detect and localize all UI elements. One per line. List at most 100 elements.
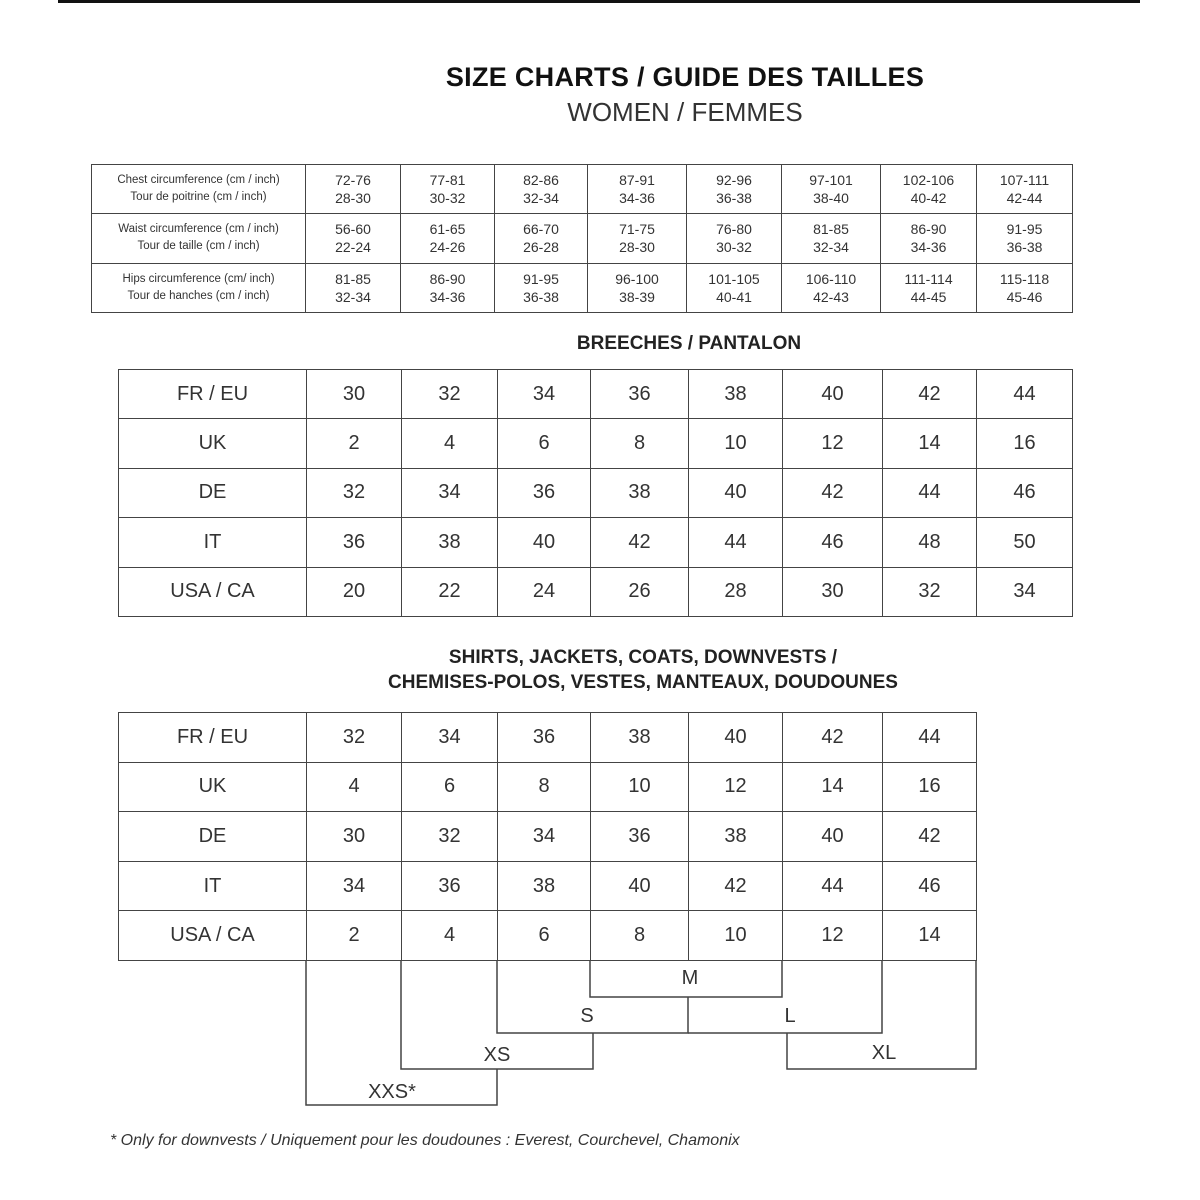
inch-range: 26-28 (523, 239, 559, 256)
measurement-cell: 102-106 40-42 (880, 163, 977, 215)
size-row: IT 34 36 38 40 42 44 46 (118, 860, 977, 912)
inch-range: 36-38 (523, 288, 559, 305)
inch-range: 22-24 (335, 239, 371, 256)
top-rule (58, 0, 1140, 3)
measurement-cell: 97-101 38-40 (781, 163, 881, 215)
bracket-m (589, 961, 783, 998)
size-cell: 48 (882, 517, 977, 568)
measurement-cell: 76-80 30-32 (686, 213, 782, 264)
size-cell: 38 (590, 712, 689, 763)
size-row: UK 2 4 6 8 10 12 14 16 (118, 418, 1073, 469)
size-cell: 42 (782, 467, 883, 519)
cm-range: 76-80 (716, 221, 752, 238)
size-cell: 32 (882, 566, 977, 618)
region-label: USA / CA (118, 910, 307, 961)
size-cell: 46 (782, 517, 883, 568)
label-en: Hips circumference (cm/ inch) (122, 272, 275, 285)
size-cell: 12 (782, 910, 883, 961)
size-row: IT 36 38 40 42 44 46 48 50 (118, 517, 1073, 568)
measurement-row: Chest circumference (cm / inch) Tour de p… (91, 163, 1073, 215)
cm-range: 91-95 (1006, 221, 1043, 238)
size-row: USA / CA 20 22 24 26 28 30 32 34 (118, 566, 1073, 618)
measurement-label: Waist circumference (cm / inch) Tour de t… (91, 213, 306, 264)
bracket-l (688, 961, 883, 1034)
size-cell: 36 (497, 467, 591, 519)
inch-range: 40-41 (716, 288, 752, 305)
size-row: DE 30 32 34 36 38 40 42 (118, 811, 977, 862)
region-label: FR / EU (118, 368, 307, 420)
measurement-cell: 66-70 26-28 (494, 213, 588, 264)
cm-range: 102-106 (902, 172, 955, 189)
cm-range: 77-81 (429, 172, 466, 189)
breeches-table: FR / EU 30 32 34 36 38 40 42 44 UK 2 4 6 8 10 12 14 16 DE 3… (118, 368, 1073, 618)
size-cell: 12 (688, 761, 783, 813)
cm-range: 97-101 (809, 172, 853, 189)
bracket-xl (786, 961, 977, 1070)
size-cell: 42 (882, 811, 977, 862)
size-cell: 40 (688, 712, 783, 763)
inch-range: 36-38 (716, 190, 752, 207)
size-cell: 42 (590, 517, 689, 568)
measurement-label: Chest circumference (cm / inch) Tour de p… (91, 163, 306, 215)
inch-range: 30-32 (429, 190, 466, 207)
cm-range: 86-90 (429, 270, 466, 287)
bracket-xxs (305, 961, 498, 1106)
size-cell: 42 (882, 368, 977, 420)
size-m: M (682, 967, 699, 989)
inch-range: 24-26 (429, 239, 466, 256)
cm-range: 115-118 (999, 270, 1050, 287)
size-cell: 32 (306, 712, 402, 763)
breeches-heading: BREECHES / PANTALON (576, 333, 802, 354)
size-cell: 30 (306, 811, 402, 862)
size-cell: 40 (688, 467, 783, 519)
cm-range: 71-75 (619, 221, 655, 238)
inch-range: 34-36 (910, 239, 947, 256)
measurement-cell: 111-114 44-45 (880, 262, 977, 314)
size-cell: 40 (782, 368, 883, 420)
inch-range: 32-34 (813, 239, 849, 256)
shirts-heading-line2: CHEMISES-POLOS, VESTES, MANTEAUX, DOUDOU… (388, 672, 898, 693)
size-row: USA / CA 2 4 6 8 10 12 14 (118, 910, 977, 961)
label-fr: Tour de taille (cm / inch) (137, 240, 260, 253)
size-cell: 34 (401, 712, 498, 763)
cm-range: 91-95 (523, 270, 559, 287)
cm-range: 92-96 (716, 172, 752, 189)
size-cell: 44 (882, 712, 977, 763)
inch-range: 38-39 (619, 288, 655, 305)
size-cell: 10 (688, 910, 783, 961)
footnote: * Only for downvests / Uniquement pour l… (110, 1132, 740, 1149)
shirts-heading-line1: SHIRTS, JACKETS, COATS, DOWNVESTS / (448, 647, 838, 668)
size-cell: 28 (688, 566, 783, 618)
size-cell: 36 (497, 712, 591, 763)
measurement-cell: 91-95 36-38 (494, 262, 588, 314)
cm-range: 87-91 (619, 172, 655, 189)
measurement-row: Hips circumference (cm/ inch) Tour de han… (91, 262, 1073, 314)
cm-range: 106-110 (805, 270, 857, 287)
measurement-cell: 92-96 36-38 (686, 163, 782, 215)
cm-range: 86-90 (910, 221, 947, 238)
size-cell: 4 (306, 761, 402, 813)
region-label: IT (118, 860, 307, 912)
inch-range: 30-32 (716, 239, 752, 256)
inch-range: 32-34 (523, 190, 559, 207)
size-cell: 8 (497, 761, 591, 813)
cm-range: 72-76 (335, 172, 371, 189)
size-cell: 32 (401, 368, 498, 420)
region-label: USA / CA (118, 566, 307, 618)
inch-range: 40-42 (910, 190, 947, 207)
size-cell: 40 (590, 860, 689, 912)
size-cell: 12 (782, 418, 883, 469)
measurements-table: Chest circumference (cm / inch) Tour de p… (91, 163, 1073, 314)
size-cell: 36 (306, 517, 402, 568)
size-cell: 8 (590, 910, 689, 961)
size-cell: 14 (782, 761, 883, 813)
size-cell: 40 (497, 517, 591, 568)
cm-range: 82-86 (523, 172, 559, 189)
size-cell: 20 (306, 566, 402, 618)
measurement-row: Waist circumference (cm / inch) Tour de t… (91, 213, 1073, 264)
size-cell: 44 (688, 517, 783, 568)
size-cell: 38 (688, 811, 783, 862)
size-cell: 32 (401, 811, 498, 862)
size-cell: 10 (590, 761, 689, 813)
